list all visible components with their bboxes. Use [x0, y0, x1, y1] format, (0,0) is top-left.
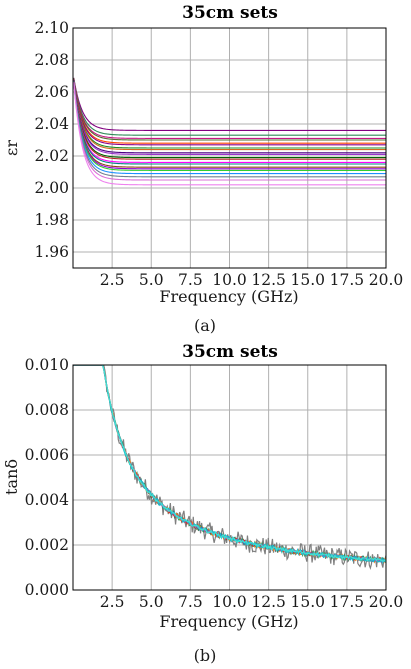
x-tick-label: 10.0 [212, 593, 247, 611]
x-tick-label: 15.0 [290, 271, 325, 289]
y-tick-labels: 0.000 0.002 0.004 0.006 0.008 0.010 [25, 356, 70, 599]
x-tick-labels: 2.5 5.0 7.5 10.0 12.5 15.0 17.5 20.0 [100, 593, 403, 611]
series-line [73, 80, 386, 163]
y-tick-label: 1.98 [34, 211, 69, 229]
x-tick-label: 7.5 [178, 593, 203, 611]
series-line [73, 78, 386, 146]
y-tick-label: 2.04 [34, 115, 69, 133]
y-tick-label: 2.08 [34, 51, 69, 69]
x-tick-label: 20.0 [369, 271, 404, 289]
y-tick-label: 2.02 [34, 147, 69, 165]
series-lines [73, 365, 386, 571]
series-line [73, 81, 386, 175]
series-line [73, 82, 386, 186]
series-line [73, 79, 386, 155]
x-tick-label: 17.5 [330, 271, 365, 289]
x-tick-label: 2.5 [100, 271, 125, 289]
y-tick-labels: 1.96 1.98 2.00 2.02 2.04 2.06 2.08 2.10 [34, 19, 69, 261]
series-line [73, 80, 386, 159]
x-tick-label: 5.0 [139, 271, 164, 289]
x-tick-label: 5.0 [139, 593, 164, 611]
x-tick-label: 10.0 [212, 271, 247, 289]
series-line [73, 81, 386, 178]
chart-epsilon: 35cm sets 1.96 1.98 2.00 2.02 2.04 2.06 2.08 2.… [2, 3, 403, 335]
series-lines [73, 77, 386, 186]
y-axis-label: εr [2, 140, 21, 156]
x-tick-label: 17.5 [330, 593, 365, 611]
y-tick-label: 0.004 [25, 491, 70, 509]
y-tick-label: 1.96 [34, 243, 69, 261]
chart-title: 35cm sets [182, 342, 278, 362]
series-line [73, 81, 386, 171]
y-tick-label: 0.008 [25, 401, 69, 419]
x-axis-label: Frequency (GHz) [159, 287, 298, 306]
series-line [73, 79, 386, 154]
chart-title: 35cm sets [182, 3, 278, 23]
y-tick-label: 0.006 [25, 446, 69, 464]
series-line [73, 80, 386, 160]
series-line [73, 81, 386, 170]
series-line [73, 78, 386, 141]
series-line [73, 80, 386, 168]
caption-b: (b) [194, 646, 217, 665]
plot-frame [72, 364, 387, 591]
x-axis-label: Frequency (GHz) [159, 612, 298, 631]
chart-tan-delta: 35cm sets 0.000 0.002 0.004 0.006 0.008 0.010… [2, 342, 403, 665]
series-line [73, 79, 386, 151]
y-tick-label: 2.10 [34, 19, 69, 37]
caption-a: (a) [194, 316, 216, 335]
x-tick-label: 12.5 [251, 593, 286, 611]
y-axis-label: tanδ [2, 459, 21, 495]
plot-frame [72, 27, 387, 269]
y-tick-label: 2.00 [34, 179, 69, 197]
y-tick-label: 0.010 [25, 356, 69, 374]
x-tick-label: 20.0 [369, 593, 404, 611]
series-line [73, 82, 386, 181]
series-line [73, 78, 386, 136]
series-line [73, 78, 386, 139]
series-line [73, 78, 386, 144]
x-tick-label: 12.5 [251, 271, 286, 289]
series-line [73, 80, 386, 165]
series-line [73, 77, 386, 131]
series-line [73, 365, 386, 571]
x-tick-label: 2.5 [100, 593, 125, 611]
y-tick-label: 0.002 [25, 536, 69, 554]
series-line [73, 79, 386, 149]
series-line [73, 365, 386, 563]
y-tick-label: 2.06 [34, 83, 69, 101]
x-tick-label: 15.0 [290, 593, 325, 611]
y-tick-label: 0.000 [25, 581, 69, 599]
x-tick-labels: 2.5 5.0 7.5 10.0 12.5 15.0 17.5 20.0 [100, 271, 403, 289]
x-tick-label: 7.5 [178, 271, 203, 289]
